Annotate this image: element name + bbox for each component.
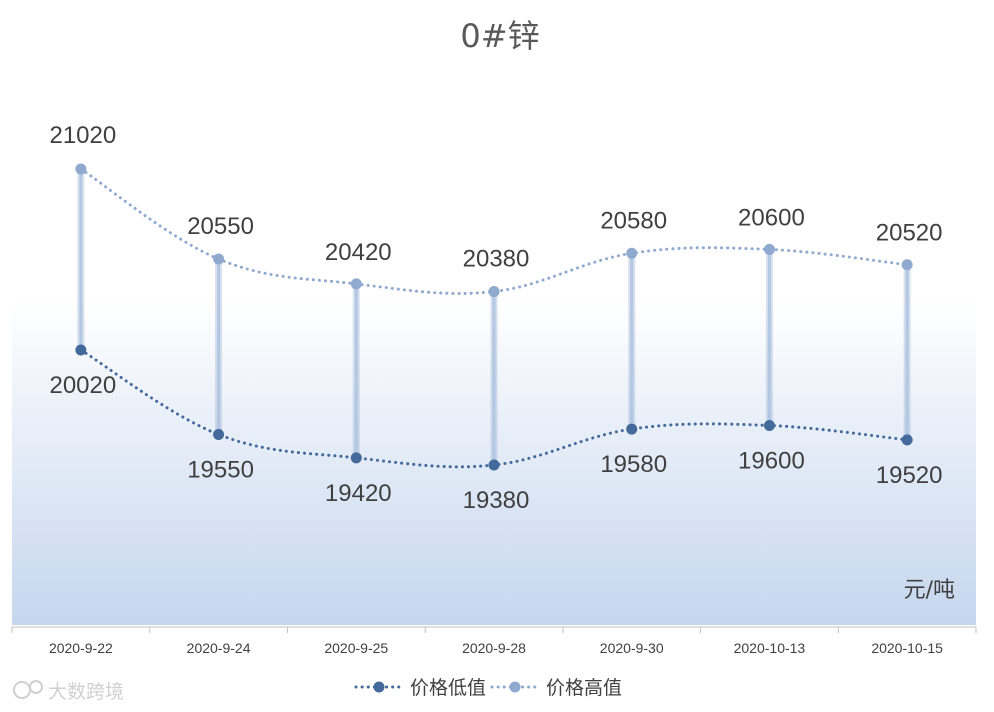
data-label-low: 19420 bbox=[325, 480, 392, 507]
data-label-high: 20550 bbox=[187, 213, 254, 240]
data-point-high bbox=[901, 259, 913, 271]
legend-marker-low bbox=[373, 681, 385, 693]
data-label-high: 21020 bbox=[49, 122, 116, 149]
data-point-high bbox=[75, 163, 87, 175]
legend-marker-high bbox=[509, 681, 521, 693]
data-label-high: 20520 bbox=[876, 220, 943, 247]
data-point-high bbox=[213, 253, 225, 265]
x-axis: 2020-9-22 2020-9-24 2020-9-25 2020-9-28 2020… bbox=[11, 627, 977, 656]
data-point-high bbox=[488, 286, 500, 298]
data-label-high: 20380 bbox=[463, 246, 530, 273]
data-point-high bbox=[350, 278, 362, 290]
data-point-low bbox=[901, 434, 913, 446]
data-point-low bbox=[488, 459, 500, 471]
data-label-low: 19520 bbox=[876, 462, 943, 489]
x-tick-label: 2020-10-13 bbox=[734, 640, 806, 656]
watermark-text: 大数跨境 bbox=[48, 681, 124, 703]
x-tick-label: 2020-9-28 bbox=[462, 640, 526, 656]
data-point-high bbox=[626, 247, 638, 259]
data-label-high: 20580 bbox=[600, 207, 667, 234]
x-tick-label: 2020-9-24 bbox=[187, 640, 251, 656]
data-label-low: 19380 bbox=[463, 487, 530, 514]
data-point-low bbox=[350, 452, 362, 464]
data-label-low: 19550 bbox=[187, 456, 254, 483]
legend: 价格低值 价格高值 bbox=[354, 677, 622, 699]
data-label-low: 19600 bbox=[738, 447, 805, 474]
x-tick-label: 2020-9-22 bbox=[49, 640, 113, 656]
data-point-low bbox=[213, 428, 225, 440]
high-low-lines bbox=[77, 169, 911, 465]
watermark: 大数跨境 bbox=[13, 680, 124, 703]
x-tick-label: 2020-9-25 bbox=[324, 640, 388, 656]
data-labels: 21020 20550 20420 20380 20580 20600 20520 20020… bbox=[49, 122, 942, 514]
data-label-low: 19580 bbox=[600, 451, 667, 478]
series-lines bbox=[75, 163, 913, 471]
legend-label-low: 价格低值 bbox=[410, 677, 486, 699]
legend-label-high: 价格高值 bbox=[546, 677, 622, 699]
x-tick-label: 2020-9-30 bbox=[600, 640, 664, 656]
data-point-high bbox=[763, 243, 775, 255]
data-label-high: 20420 bbox=[325, 239, 392, 266]
watermark-logo-icon bbox=[13, 681, 31, 699]
chart-title: 0#锌 bbox=[460, 17, 539, 55]
watermark-logo-icon-2 bbox=[29, 680, 43, 694]
data-point-low bbox=[75, 344, 87, 356]
data-label-high: 20600 bbox=[738, 204, 805, 231]
data-label-low: 20020 bbox=[49, 372, 116, 399]
data-point-low bbox=[626, 423, 638, 435]
x-tick-label: 2020-10-15 bbox=[871, 640, 943, 656]
data-point-low bbox=[763, 419, 775, 431]
unit-label: 元/吨 bbox=[904, 578, 955, 603]
